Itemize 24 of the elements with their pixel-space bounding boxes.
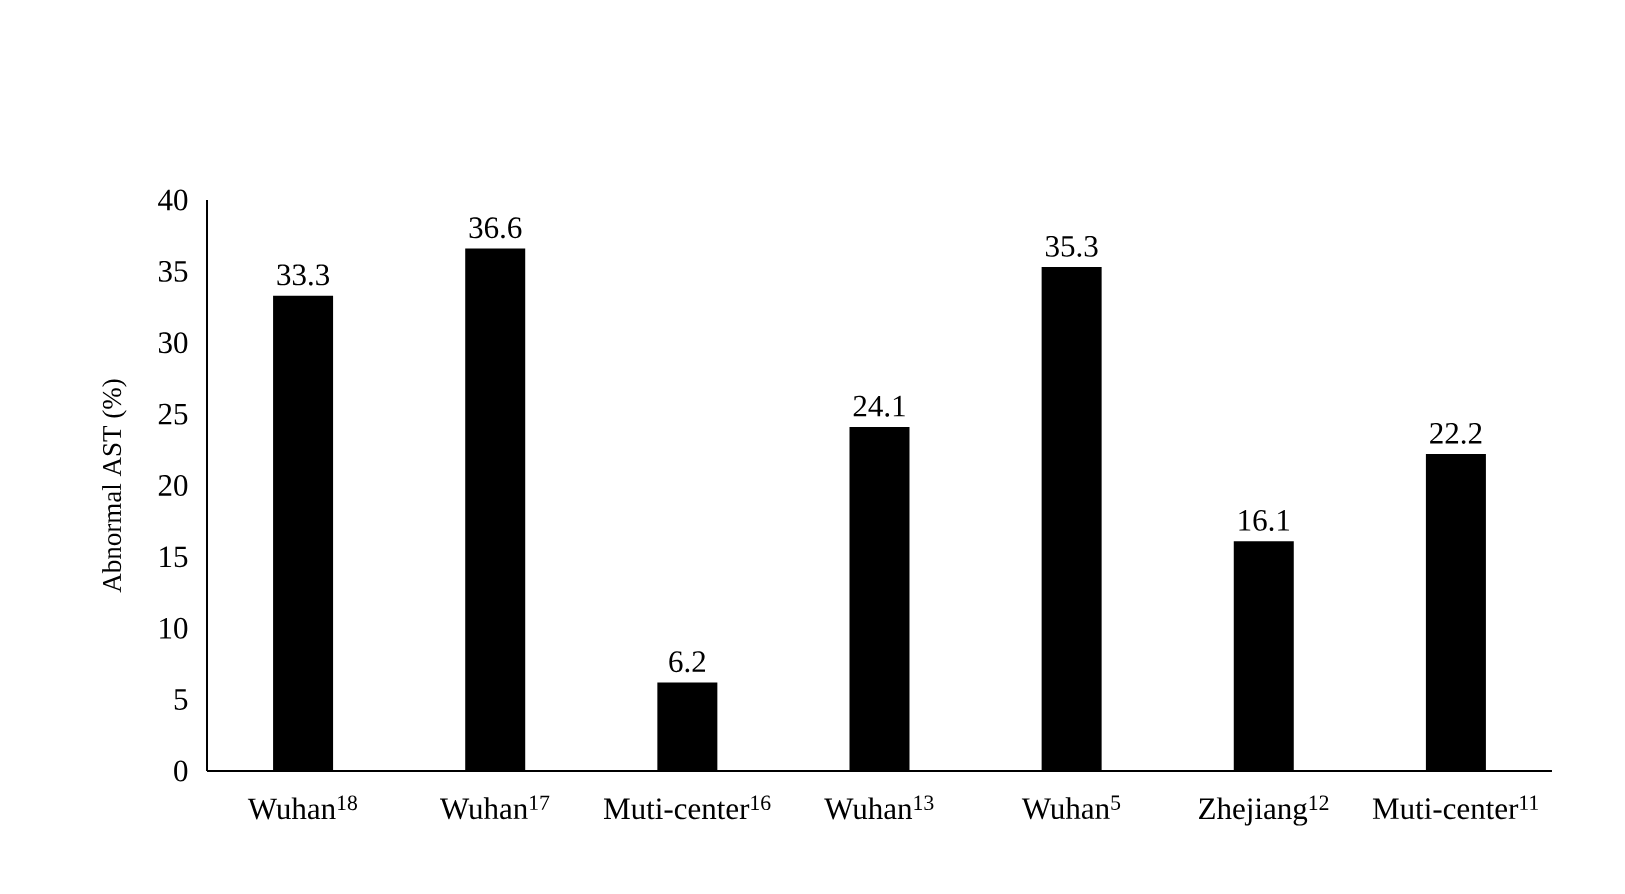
x-tick-label: Wuhan$^{17}$ — [440, 795, 550, 820]
data-label: 36.6 — [469, 217, 522, 239]
data-label: 33.3 — [277, 264, 329, 286]
x-tick-label: Wuhan$^{5}$ — [1021, 795, 1121, 820]
x-tick-label: Zhejiang$^{12}$ — [1199, 795, 1329, 826]
y-tick-label: 10 — [160, 617, 188, 639]
data-label: 6.2 — [669, 651, 706, 673]
x-tick-label: Wuhan$^{13}$ — [824, 795, 934, 820]
y-tick-label: 35 — [158, 260, 188, 282]
data-label: 24.1 — [853, 395, 905, 417]
data-label: 16.1 — [1239, 509, 1290, 531]
y-tick-label: 25 — [158, 403, 188, 425]
y-axis-title: Abnormal AST (%) — [102, 379, 127, 593]
y-tick-label: 5 — [174, 689, 188, 710]
y-tick-label: 40 — [158, 189, 188, 211]
y-tick-label: 0 — [174, 760, 188, 782]
x-tick-label: Muti-center$^{11}$ — [1372, 795, 1538, 820]
y-tick-label: 20 — [158, 475, 188, 496]
x-tick-label: Muti-center$^{16}$ — [603, 795, 771, 820]
x-tick-label: Wuhan$^{18}$ — [247, 795, 357, 820]
y-tick-label: 15 — [160, 546, 188, 568]
data-label: 22.2 — [1430, 422, 1482, 444]
y-tick-label: 30 — [158, 332, 188, 354]
data-label: 35.3 — [1046, 235, 1098, 257]
